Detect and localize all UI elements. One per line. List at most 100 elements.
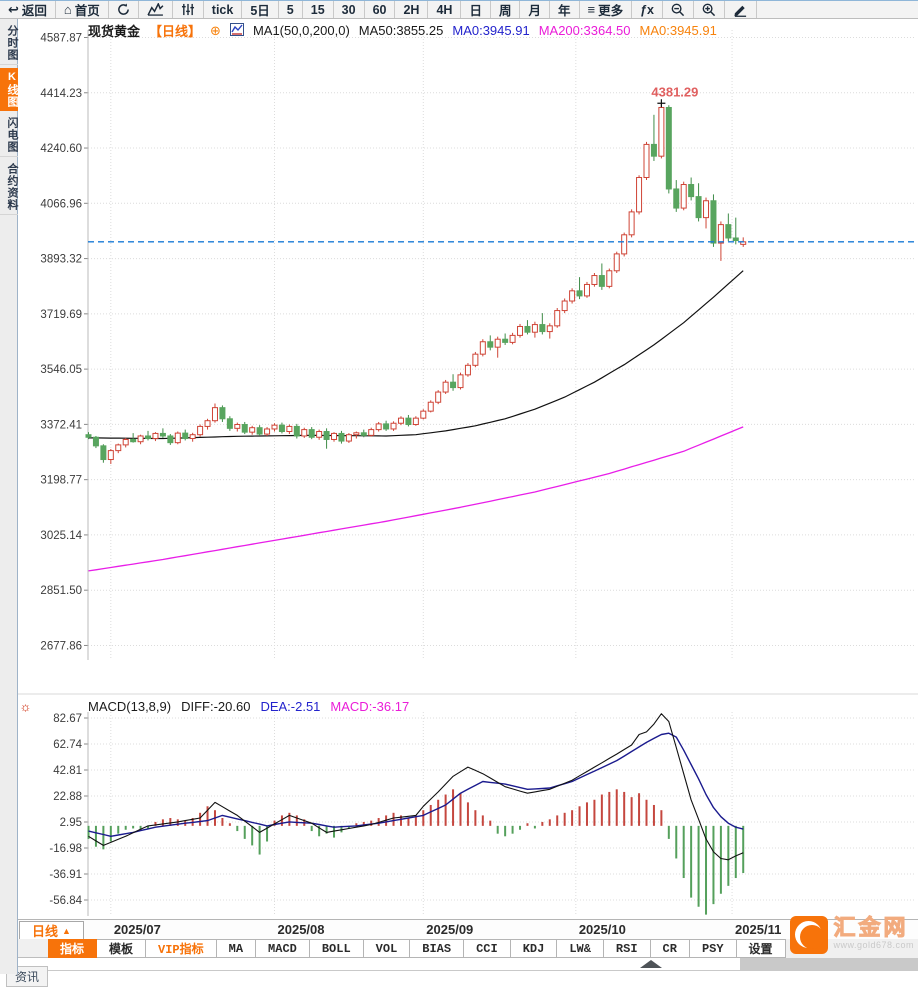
- indicator-tab-macd[interactable]: MACD: [256, 939, 310, 958]
- site-name: 汇金网: [833, 915, 909, 940]
- indicator-tab-lw[interactable]: LW&: [557, 939, 604, 958]
- toolbar-button-label: 5日: [250, 4, 270, 18]
- svg-text:3719.69: 3719.69: [40, 309, 82, 321]
- period-label: 【日线】: [149, 24, 202, 39]
- svg-text:4381.29: 4381.29: [651, 84, 698, 99]
- toolbar-button-label: 2H: [403, 2, 420, 17]
- svg-text:4587.87: 4587.87: [40, 33, 82, 45]
- toolbar-button-label: 4H: [436, 2, 453, 17]
- toolbar-button-zoom-out[interactable]: [663, 1, 695, 18]
- svg-text:3546.05: 3546.05: [40, 364, 82, 376]
- svg-text:2.95: 2.95: [60, 817, 82, 829]
- indicator-tab-boll[interactable]: BOLL: [309, 939, 364, 958]
- toolbar-button-5d[interactable]: 5日: [242, 1, 279, 18]
- indicator-tab-settings[interactable]: 设置: [736, 939, 786, 958]
- macd-settings-icon[interactable]: ☼: [19, 699, 32, 714]
- toolbar-button-icon: ≡: [587, 2, 596, 17]
- toolbar-button-year[interactable]: 年: [550, 1, 580, 18]
- toolbar-button-5m[interactable]: 5: [279, 1, 303, 18]
- toolbar-button-area-chart[interactable]: [139, 1, 173, 18]
- svg-text:2677.86: 2677.86: [40, 640, 82, 652]
- indicator-tab-psy[interactable]: PSY: [689, 939, 737, 958]
- svg-text:62.74: 62.74: [53, 739, 82, 751]
- macd-panel-header: MACD(13,8,9) DIFF:-20.60 DEA:-2.51 MACD:…: [88, 699, 409, 714]
- toolbar-button-label: tick: [211, 2, 234, 17]
- toolbar-button-day[interactable]: 日: [461, 1, 491, 18]
- toolbar-button-more[interactable]: ≡ 更多: [580, 1, 633, 18]
- x-axis-month-label: 2025/09: [426, 922, 474, 937]
- indicator-tab-cci[interactable]: CCI: [464, 939, 511, 958]
- svg-text:-16.98: -16.98: [49, 843, 82, 855]
- svg-text:3025.14: 3025.14: [40, 530, 82, 542]
- indicator-tab-bias[interactable]: BIAS: [410, 939, 465, 958]
- toolbar-button-30m[interactable]: 30: [334, 1, 365, 18]
- site-logo-icon: [790, 916, 829, 954]
- sidebar-chart-type-tab-contract-info[interactable]: 合约资料: [0, 160, 18, 215]
- site-watermark: 汇金网 www.gold678.com: [790, 915, 914, 954]
- macd-diff-value: DIFF:-20.60: [181, 699, 251, 714]
- toolbar-button-zoom-in[interactable]: [694, 1, 726, 18]
- toolbar-button-back[interactable]: ↩ 返回: [0, 1, 56, 18]
- toolbar-button-label: 周: [498, 4, 512, 18]
- indicator-tab-ma[interactable]: MA: [216, 939, 257, 958]
- toolbar-button-icon: ⌂: [63, 2, 72, 17]
- indicator-tab-label: RSI: [615, 941, 638, 956]
- x-axis-month-label: 2025/07: [113, 922, 161, 937]
- horizontal-scrollbar[interactable]: [18, 958, 918, 971]
- instrument-name: 现货黄金: [88, 24, 141, 39]
- toolbar-button-draw[interactable]: [725, 1, 758, 18]
- macd-dea-value: DEA:-2.51: [260, 699, 321, 714]
- toolbar-button-15m[interactable]: 15: [303, 1, 334, 18]
- toolbar-button-4h[interactable]: 4H: [428, 1, 462, 18]
- indicator-tab-label: BIAS: [422, 941, 452, 956]
- toolbar-button-60m[interactable]: 60: [365, 1, 396, 18]
- toolbar-button-week[interactable]: 周: [491, 1, 521, 18]
- indicator-tab-vip-indicators[interactable]: VIP指标: [146, 939, 217, 958]
- toolbar-button-month[interactable]: 月: [520, 1, 550, 18]
- indicator-tab-label: 设置: [748, 943, 773, 957]
- indicator-tab-label: 模板: [109, 943, 134, 957]
- toolbar-button-svg-icon: [181, 3, 195, 16]
- indicator-tab-indicators[interactable]: 指标: [48, 939, 98, 958]
- toolbar-button-label: 60: [372, 2, 387, 17]
- sidebar-tab-label: 分时图: [6, 25, 18, 61]
- indicator-tab-label: CCI: [476, 941, 498, 956]
- indicator-tab-vol[interactable]: VOL: [363, 939, 411, 958]
- indicator-tab-templates[interactable]: 模板: [97, 939, 147, 958]
- add-indicator-icon[interactable]: ⊕: [210, 22, 221, 38]
- toolbar-button-2h[interactable]: 2H: [395, 1, 429, 18]
- scrollbar-collapse-arrow-icon[interactable]: [640, 960, 662, 968]
- toolbar-button-svg-icon: [733, 3, 748, 17]
- svg-text:4066.96: 4066.96: [40, 198, 82, 210]
- toolbar-button-refresh[interactable]: [109, 1, 139, 18]
- ma-settings-label: MA1(50,0,200,0): [252, 23, 350, 38]
- indicator-tab-kdj[interactable]: KDJ: [510, 939, 558, 958]
- indicator-tab-label: VIP指标: [158, 943, 204, 957]
- toolbar-button-label: 更多: [598, 4, 624, 18]
- ma200-value: MA200:3364.50: [538, 23, 631, 38]
- sidebar-chart-type-tab-lightning-chart[interactable]: 闪电图: [0, 114, 18, 157]
- sidebar-chart-type-tab-kline-chart[interactable]: K线图: [0, 68, 18, 111]
- toolbar-button-fx[interactable]: ƒx: [632, 1, 664, 18]
- svg-text:82.67: 82.67: [53, 713, 82, 725]
- sidebar-chart-type-tab-time-share-chart[interactable]: 分时图: [0, 22, 18, 65]
- scrollbar-track[interactable]: [740, 958, 918, 970]
- indicator-tab-rsi[interactable]: RSI: [603, 939, 651, 958]
- toolbar-button-home[interactable]: ⌂ 首页: [56, 1, 109, 18]
- svg-text:3198.77: 3198.77: [40, 475, 82, 487]
- toolbar-button-svg-icon: [117, 3, 130, 16]
- indicator-tab-label: PSY: [701, 941, 724, 956]
- toolbar-button-tick[interactable]: tick: [204, 1, 243, 18]
- svg-text:-56.84: -56.84: [49, 895, 82, 907]
- mini-chart-icon: [229, 22, 244, 39]
- period-selector[interactable]: 日线 ▲: [19, 921, 84, 940]
- toolbar-button-label: 日: [469, 4, 482, 18]
- svg-text:42.81: 42.81: [53, 765, 82, 777]
- period-selector-label: 日线: [32, 924, 59, 939]
- svg-text:-36.91: -36.91: [49, 869, 82, 881]
- indicator-tab-cr[interactable]: CR: [650, 939, 690, 958]
- site-url: www.gold678.com: [833, 940, 914, 950]
- indicator-tab-label: CR: [662, 941, 677, 956]
- toolbar-button-indicator-settings[interactable]: [173, 1, 204, 18]
